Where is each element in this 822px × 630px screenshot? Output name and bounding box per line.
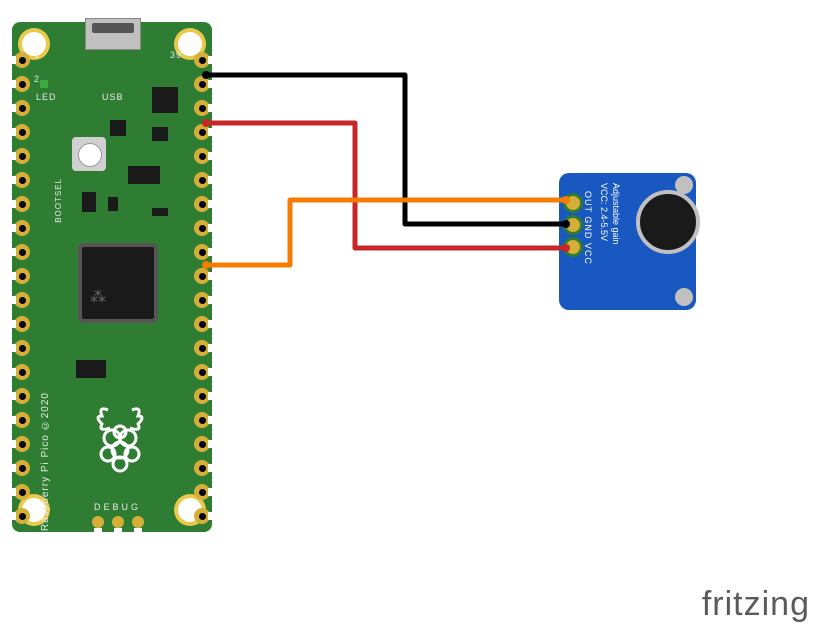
fritzing-attribution: fritzing: [702, 585, 810, 624]
diagram-canvas: 1239LEDUSBBOOTSELRaspberry Pi Pico ©2020…: [0, 0, 822, 630]
vcc-wire: [206, 123, 566, 248]
wire-endpoint: [562, 196, 570, 204]
wire-endpoint: [202, 71, 210, 79]
wires-layer: [0, 0, 822, 630]
wire-endpoint: [562, 220, 570, 228]
wire-endpoint: [202, 119, 210, 127]
out-wire: [206, 200, 566, 265]
wire-endpoint: [202, 261, 210, 269]
wire-endpoint: [562, 244, 570, 252]
